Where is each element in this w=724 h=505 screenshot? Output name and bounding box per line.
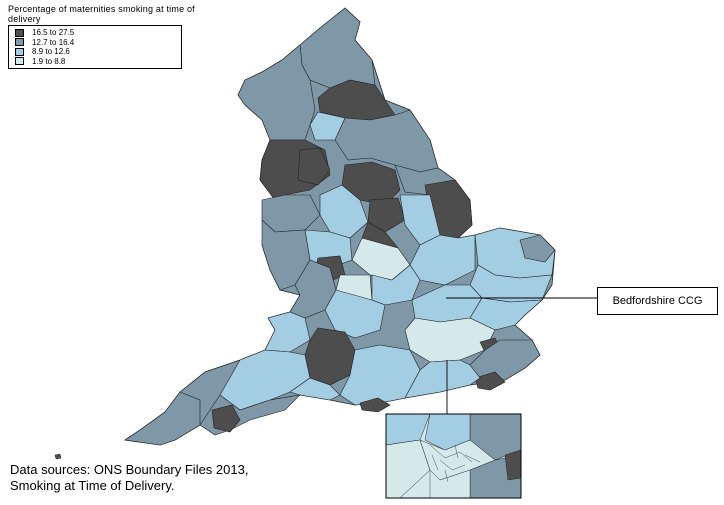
legend-title: Percentage of maternities smoking at tim… (8, 4, 195, 24)
region-south-yorkshire (367, 197, 406, 233)
legend-swatch (15, 47, 24, 56)
region-wiltshire (304, 327, 356, 386)
region-northumberland (299, 7, 376, 89)
london-inset (385, 413, 522, 499)
data-sources: Data sources: ONS Boundary Files 2013, S… (10, 462, 248, 494)
legend-item-medium: 8.9 to 12.6 (15, 47, 181, 57)
region-isle-of-wight (359, 397, 391, 413)
region-somerset (219, 349, 311, 411)
legend-label: 16.5 to 27.5 (32, 28, 75, 38)
bedfordshire-callout: Bedfordshire CCG (597, 287, 718, 315)
legend-swatch (15, 28, 24, 37)
region-durham (309, 111, 346, 141)
region-london-area (404, 317, 496, 363)
legend-item-low: 1.9 to 8.8 (15, 57, 181, 67)
sources-line-2: Smoking at Time of Delivery. (10, 478, 175, 493)
region-manchester (297, 147, 331, 186)
region-plymouth (211, 404, 241, 433)
legend-swatch (15, 38, 24, 47)
region-sussex (404, 359, 481, 399)
region-cumbria (237, 44, 316, 141)
region-oxfordshire (324, 289, 386, 339)
legend-swatch (15, 57, 24, 66)
sources-line-1: Data sources: ONS Boundary Files 2013, (10, 462, 249, 477)
legend-label: 1.9 to 8.8 (32, 56, 66, 66)
region-hastings (474, 371, 506, 391)
legend-label: 12.7 to 16.4 (32, 37, 75, 47)
region-bristol (264, 311, 311, 353)
legend: 16.5 to 27.5 12.7 to 16.4 8.9 to 12.6 1.… (8, 25, 182, 69)
legend-item-high: 12.7 to 16.4 (15, 38, 181, 48)
region-great-yarmouth (519, 234, 556, 263)
region-isles-of-scilly (54, 453, 62, 460)
legend-label: 8.9 to 12.6 (32, 47, 70, 57)
region-cornwall (124, 391, 201, 446)
legend-item-highest: 16.5 to 27.5 (15, 28, 181, 38)
region-derbyshire (319, 184, 369, 239)
